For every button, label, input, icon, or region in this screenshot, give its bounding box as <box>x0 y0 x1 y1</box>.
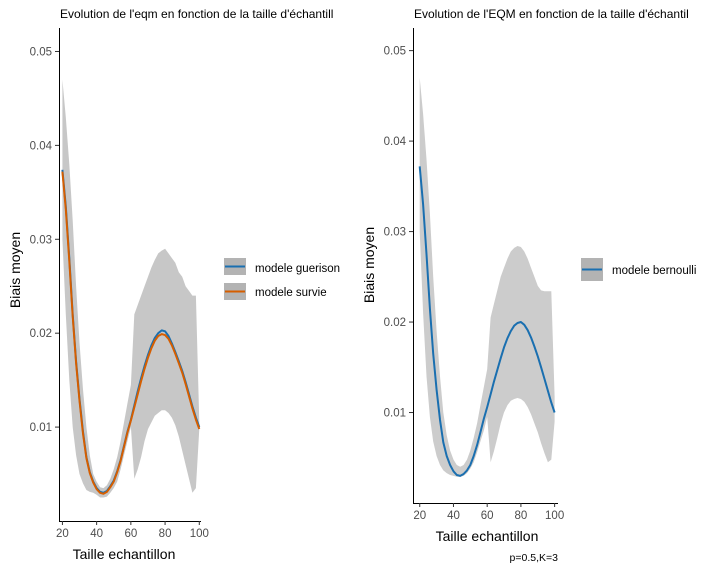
left-series-line-modele-survie <box>61 171 201 495</box>
right-y-tick-label: 0.01 <box>384 408 406 420</box>
right-x-tick-label: 80 <box>515 510 528 522</box>
left-y-tick-label: 0.03 <box>30 234 52 246</box>
left-x-axis-label: Taille echantillon <box>73 546 176 562</box>
left-y-tick-label: 0.01 <box>30 422 52 434</box>
left-x-ticks: 20 40 60 80 100 <box>56 521 209 540</box>
left-y-tick-label: 0.02 <box>30 328 52 340</box>
left-x-tick-label: 40 <box>90 528 103 540</box>
left-x-tick-label: 60 <box>124 528 137 540</box>
right-y-tick-label: 0.04 <box>384 136 407 148</box>
right-series-line-modele-bernoulli <box>418 166 556 477</box>
left-legend-label-guerison: modele guerison <box>255 263 340 275</box>
left-y-axis-label: Biais moyen <box>7 232 23 308</box>
panel-left: Evolution de l'eqm en fonction de la tai… <box>7 7 340 562</box>
right-caption: p=0.5,K=3 <box>510 552 559 564</box>
left-x-tick-label: 80 <box>159 528 172 540</box>
left-legend: modele guerison modele survie <box>224 258 340 300</box>
right-x-tick-label: 60 <box>481 510 494 522</box>
right-x-tick-label: 20 <box>413 510 426 522</box>
left-x-tick-label: 100 <box>190 528 209 540</box>
right-x-tick-label: 40 <box>447 510 460 522</box>
left-x-tick-label: 20 <box>56 528 69 540</box>
right-band-area <box>419 77 555 477</box>
right-x-ticks: 20 40 60 80 100 <box>413 503 564 522</box>
right-y-tick-label: 0.03 <box>384 227 406 239</box>
left-band-area <box>62 79 200 498</box>
right-x-axis-label: Taille echantillon <box>436 528 539 544</box>
right-chart-title: Evolution de l'EQM en fonction de la tai… <box>414 7 689 21</box>
right-y-tick-label: 0.05 <box>384 46 406 58</box>
left-chart-title: Evolution de l'eqm en fonction de la tai… <box>60 7 333 21</box>
right-y-ticks: 0.01 0.02 0.03 0.04 0.05 <box>384 46 413 420</box>
left-y-tick-label: 0.05 <box>30 46 52 58</box>
left-y-ticks: 0.01 0.02 0.03 0.04 0.05 <box>30 46 59 434</box>
left-y-tick-label: 0.04 <box>30 140 53 152</box>
right-series-lines <box>418 166 556 477</box>
right-legend-label-bernoulli: modele bernoulli <box>612 265 696 277</box>
right-legend: modele bernoulli <box>581 258 696 281</box>
left-confidence-band <box>62 79 200 498</box>
right-x-tick-label: 100 <box>545 510 564 522</box>
left-series-lines <box>61 169 201 495</box>
right-y-axis-label: Biais moyen <box>361 227 377 303</box>
right-y-tick-label: 0.02 <box>384 317 406 329</box>
panel-right: Evolution de l'EQM en fonction de la tai… <box>361 7 696 564</box>
left-legend-label-survie: modele survie <box>255 287 327 299</box>
right-confidence-band <box>419 77 555 477</box>
